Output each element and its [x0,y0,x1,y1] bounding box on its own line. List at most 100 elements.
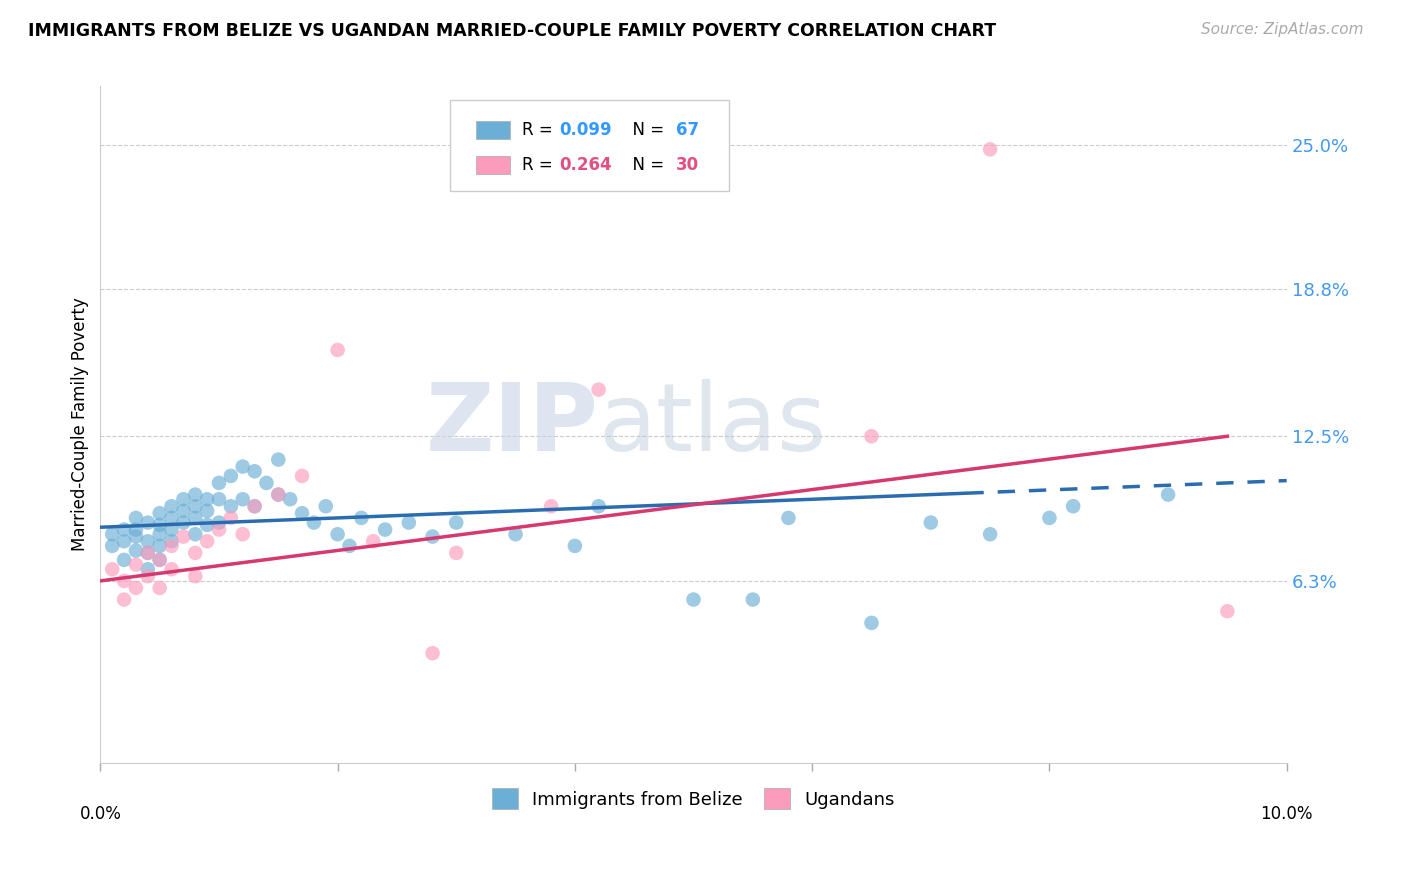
Point [160,562,183,576]
Point [267,452,290,467]
Point [149,539,172,553]
Point [195,534,218,549]
Point [136,534,159,549]
Point [195,492,218,507]
FancyBboxPatch shape [477,120,509,139]
Point [219,469,242,483]
Point [232,459,254,474]
Point [219,500,242,514]
Point [184,500,207,514]
Point [172,516,194,530]
Point [195,504,218,518]
Point [232,527,254,541]
Point [125,543,148,558]
Point [172,504,194,518]
Point [101,562,124,576]
Point [112,523,135,537]
Point [256,475,278,490]
Point [219,511,242,525]
Point [160,523,183,537]
Point [398,516,420,530]
Point [136,516,159,530]
Text: 0.099: 0.099 [560,121,612,139]
Point [101,539,124,553]
Point [125,581,148,595]
Text: Source: ZipAtlas.com: Source: ZipAtlas.com [1201,22,1364,37]
Text: 30: 30 [676,156,699,174]
Point [291,469,314,483]
Point [184,511,207,525]
Point [860,429,883,443]
Point [208,475,231,490]
Point [136,546,159,560]
Point [149,553,172,567]
Y-axis label: Married-Couple Family Poverty: Married-Couple Family Poverty [72,298,89,551]
Text: R =: R = [522,156,558,174]
Point [160,511,183,525]
Point [979,142,1001,156]
Point [860,615,883,630]
Point [505,527,527,541]
Legend: Immigrants from Belize, Ugandans: Immigrants from Belize, Ugandans [486,783,900,814]
Point [267,487,290,501]
Point [326,343,349,357]
Point [125,558,148,572]
Point [149,553,172,567]
Point [291,506,314,520]
Point [232,492,254,507]
Point [588,383,610,397]
Text: 0.0%: 0.0% [79,805,121,822]
Text: atlas: atlas [599,378,827,471]
Point [160,500,183,514]
Point [302,516,325,530]
Point [979,527,1001,541]
Point [208,492,231,507]
Point [1062,500,1084,514]
Point [588,500,610,514]
Text: R =: R = [522,121,558,139]
Point [446,516,468,530]
Point [741,592,763,607]
Point [112,574,135,588]
Point [778,511,800,525]
Point [172,530,194,544]
Text: N =: N = [623,121,669,139]
Point [243,464,266,478]
Point [136,546,159,560]
Point [184,487,207,501]
Point [540,500,562,514]
Text: 10.0%: 10.0% [1260,805,1313,822]
Point [1157,487,1180,501]
Point [564,539,586,553]
Point [112,553,135,567]
Point [112,534,135,549]
Point [160,534,183,549]
Point [136,562,159,576]
Point [339,539,361,553]
Point [160,539,183,553]
Point [278,492,301,507]
Point [125,523,148,537]
Point [112,592,135,607]
Point [149,527,172,541]
Point [446,546,468,560]
Point [184,569,207,583]
Point [149,517,172,532]
Point [172,492,194,507]
Point [374,523,396,537]
Point [1038,511,1060,525]
Text: 67: 67 [676,121,699,139]
Point [125,530,148,544]
Point [361,534,384,549]
Point [125,511,148,525]
Point [149,581,172,595]
Text: 0.264: 0.264 [560,156,612,174]
Point [208,516,231,530]
Point [243,500,266,514]
Point [326,527,349,541]
Text: ZIP: ZIP [426,378,599,471]
FancyBboxPatch shape [450,100,730,191]
Point [350,511,373,525]
Point [422,530,444,544]
Point [315,500,337,514]
